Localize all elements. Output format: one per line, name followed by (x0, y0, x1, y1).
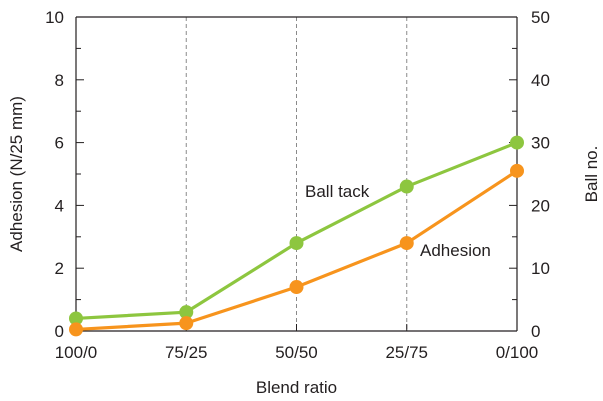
data-point-ball-tack (510, 135, 524, 150)
y-right-tick-label: 10 (531, 259, 550, 278)
data-point-ball-tack (289, 236, 304, 251)
data-point-adhesion (289, 280, 304, 295)
data-point-ball-tack (399, 179, 414, 194)
x-tick-label: 75/25 (165, 343, 208, 362)
y-axis-left-title: Adhesion (N/25 mm) (7, 96, 26, 252)
y-right-tick-label: 20 (531, 196, 550, 215)
x-tick-label: 0/100 (496, 343, 539, 362)
data-point-adhesion (69, 322, 83, 337)
x-tick-label: 100/0 (55, 343, 98, 362)
y-left-tick-label: 0 (55, 322, 64, 341)
y-right-tick-label: 40 (531, 71, 550, 90)
x-tick-label: 50/50 (275, 343, 318, 362)
x-tick-label: 25/75 (385, 343, 428, 362)
series-group (69, 135, 524, 337)
data-point-ball-tack (69, 311, 83, 326)
series-label-adhesion: Adhesion (420, 241, 491, 260)
x-axis-title: Blend ratio (256, 378, 337, 397)
y-right-tick-label: 50 (531, 8, 550, 27)
y-right-tick-label: 30 (531, 134, 550, 153)
y-left-tick-label: 6 (55, 134, 64, 153)
y-axis-right-title: Ball no. (582, 146, 601, 203)
data-point-adhesion (510, 163, 524, 178)
tick-labels: 0 2 4 6 8 10 0 10 20 30 40 50 100/0 75/25 50/50 25/75 0/… (45, 8, 550, 362)
data-point-adhesion (399, 236, 414, 251)
data-point-ball-tack (179, 305, 194, 320)
y-left-tick-label: 10 (45, 8, 64, 27)
grid-lines (185, 17, 408, 331)
y-left-tick-label: 8 (55, 71, 64, 90)
y-left-tick-label: 4 (55, 196, 64, 215)
y-right-tick-label: 0 (531, 322, 540, 341)
data-point-adhesion (179, 316, 194, 331)
y-left-tick-label: 2 (55, 259, 64, 278)
series-label-ball-tack: Ball tack (305, 182, 370, 201)
